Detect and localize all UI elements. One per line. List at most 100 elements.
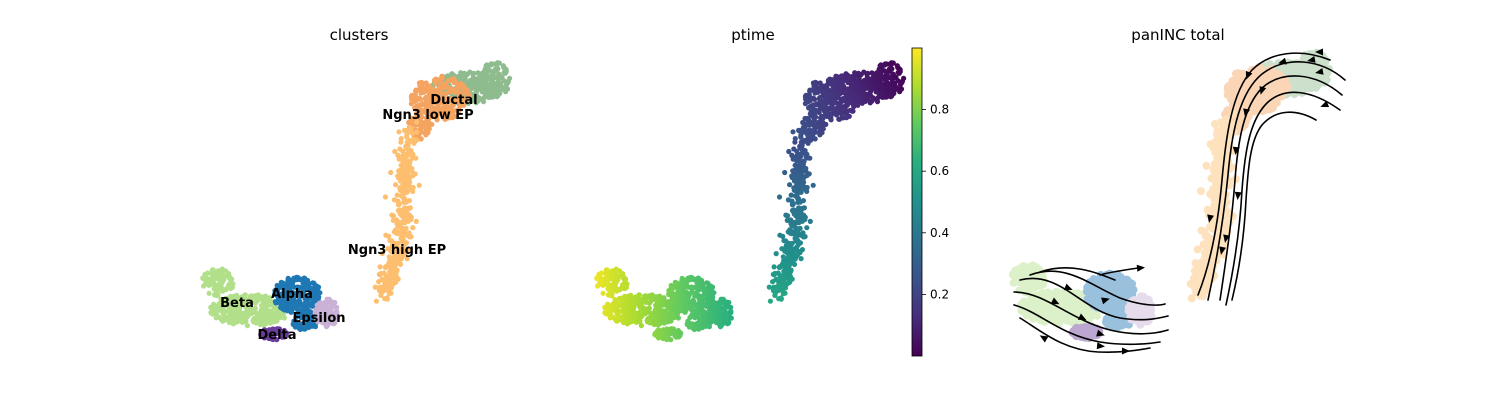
cell-point bbox=[785, 281, 790, 286]
cell-point bbox=[483, 67, 488, 72]
cell-point bbox=[711, 305, 716, 310]
cell-point bbox=[383, 265, 388, 270]
cell-point bbox=[455, 82, 460, 87]
cell-point bbox=[696, 326, 701, 331]
cell-point bbox=[1197, 187, 1205, 195]
cell-point bbox=[411, 185, 416, 190]
cell-point bbox=[695, 279, 700, 284]
cell-point bbox=[792, 188, 797, 193]
cell-point bbox=[458, 73, 463, 78]
cell-point bbox=[251, 318, 256, 323]
clusters-title: clusters bbox=[330, 26, 389, 44]
cell-point bbox=[781, 258, 786, 263]
cell-point bbox=[263, 314, 268, 319]
cluster-label-ductal: Ductal bbox=[430, 93, 477, 108]
cell-point bbox=[836, 85, 841, 90]
cell-point bbox=[269, 316, 274, 321]
cell-point bbox=[209, 279, 214, 284]
cell-point bbox=[239, 312, 244, 317]
cell-point bbox=[875, 99, 880, 104]
cell-point bbox=[432, 78, 437, 83]
cell-point bbox=[213, 286, 218, 291]
cell-point bbox=[491, 76, 496, 81]
cell-point bbox=[394, 217, 399, 222]
cell-point bbox=[813, 136, 818, 141]
cell-point bbox=[837, 110, 842, 115]
cell-point bbox=[1061, 315, 1069, 323]
cell-point bbox=[451, 76, 456, 81]
cell-point bbox=[1204, 206, 1212, 214]
cell-point bbox=[820, 116, 825, 121]
cell-point bbox=[822, 122, 827, 127]
cell-point bbox=[801, 180, 806, 185]
cell-point bbox=[812, 90, 817, 95]
cell-point bbox=[396, 277, 401, 282]
cell-point bbox=[414, 219, 419, 224]
cell-point bbox=[505, 86, 510, 91]
cell-point bbox=[767, 285, 772, 290]
cell-point bbox=[608, 315, 613, 320]
cell-point bbox=[781, 291, 786, 296]
cell-point bbox=[620, 299, 625, 304]
cell-point bbox=[481, 89, 486, 94]
cell-point bbox=[845, 102, 850, 107]
cell-point bbox=[794, 177, 799, 182]
cell-point bbox=[467, 70, 472, 75]
cell-point bbox=[687, 322, 692, 327]
cell-point bbox=[383, 233, 388, 238]
paninc-title: panINC total bbox=[1131, 26, 1224, 44]
cell-point bbox=[265, 302, 270, 307]
cell-point bbox=[632, 304, 637, 309]
cell-point bbox=[1211, 120, 1219, 128]
cell-point bbox=[673, 292, 678, 297]
cell-point bbox=[379, 285, 384, 290]
cell-point bbox=[707, 311, 712, 316]
cell-point bbox=[636, 319, 641, 324]
cell-point bbox=[650, 315, 655, 320]
cell-point bbox=[808, 219, 813, 224]
cell-point bbox=[417, 183, 422, 188]
cell-point bbox=[803, 234, 808, 239]
cell-point bbox=[378, 272, 383, 277]
cell-point bbox=[817, 100, 822, 105]
cell-point bbox=[716, 303, 721, 308]
cell-point bbox=[677, 333, 682, 338]
cell-point bbox=[1300, 65, 1308, 73]
cell-point bbox=[1029, 315, 1037, 323]
cell-point bbox=[396, 208, 401, 213]
cell-point bbox=[673, 283, 678, 288]
cell-point bbox=[316, 294, 321, 299]
cell-point bbox=[212, 311, 217, 316]
cell-point bbox=[777, 194, 782, 199]
cell-point bbox=[880, 87, 885, 92]
cell-point bbox=[1049, 308, 1057, 316]
clusters-labels: Ductal Ngn3 low EP Ngn3 high EP Alpha Be… bbox=[220, 93, 477, 343]
cell-point bbox=[681, 277, 686, 282]
cell-point bbox=[792, 262, 797, 267]
cell-point bbox=[1228, 82, 1236, 90]
cell-point bbox=[242, 319, 247, 324]
cell-point bbox=[417, 80, 422, 85]
cell-point bbox=[688, 291, 693, 296]
cell-point bbox=[398, 188, 403, 193]
cell-point bbox=[378, 264, 383, 269]
cell-point bbox=[723, 319, 728, 324]
cell-point bbox=[1222, 153, 1230, 161]
cell-point bbox=[804, 225, 809, 230]
cell-point bbox=[777, 233, 782, 238]
cell-point bbox=[212, 292, 217, 297]
cell-point bbox=[402, 205, 407, 210]
cell-point bbox=[1212, 180, 1220, 188]
cell-point bbox=[639, 314, 644, 319]
cell-point bbox=[772, 264, 777, 269]
cell-point bbox=[449, 71, 454, 76]
cell-point bbox=[642, 306, 647, 311]
cell-point bbox=[405, 190, 410, 195]
cell-point bbox=[658, 308, 663, 313]
cell-point bbox=[808, 130, 813, 135]
cell-point bbox=[261, 322, 266, 327]
cell-point bbox=[684, 307, 689, 312]
colorbar-tick-label: 0.4 bbox=[930, 226, 949, 240]
cell-point bbox=[796, 155, 801, 160]
cell-point bbox=[490, 61, 495, 66]
